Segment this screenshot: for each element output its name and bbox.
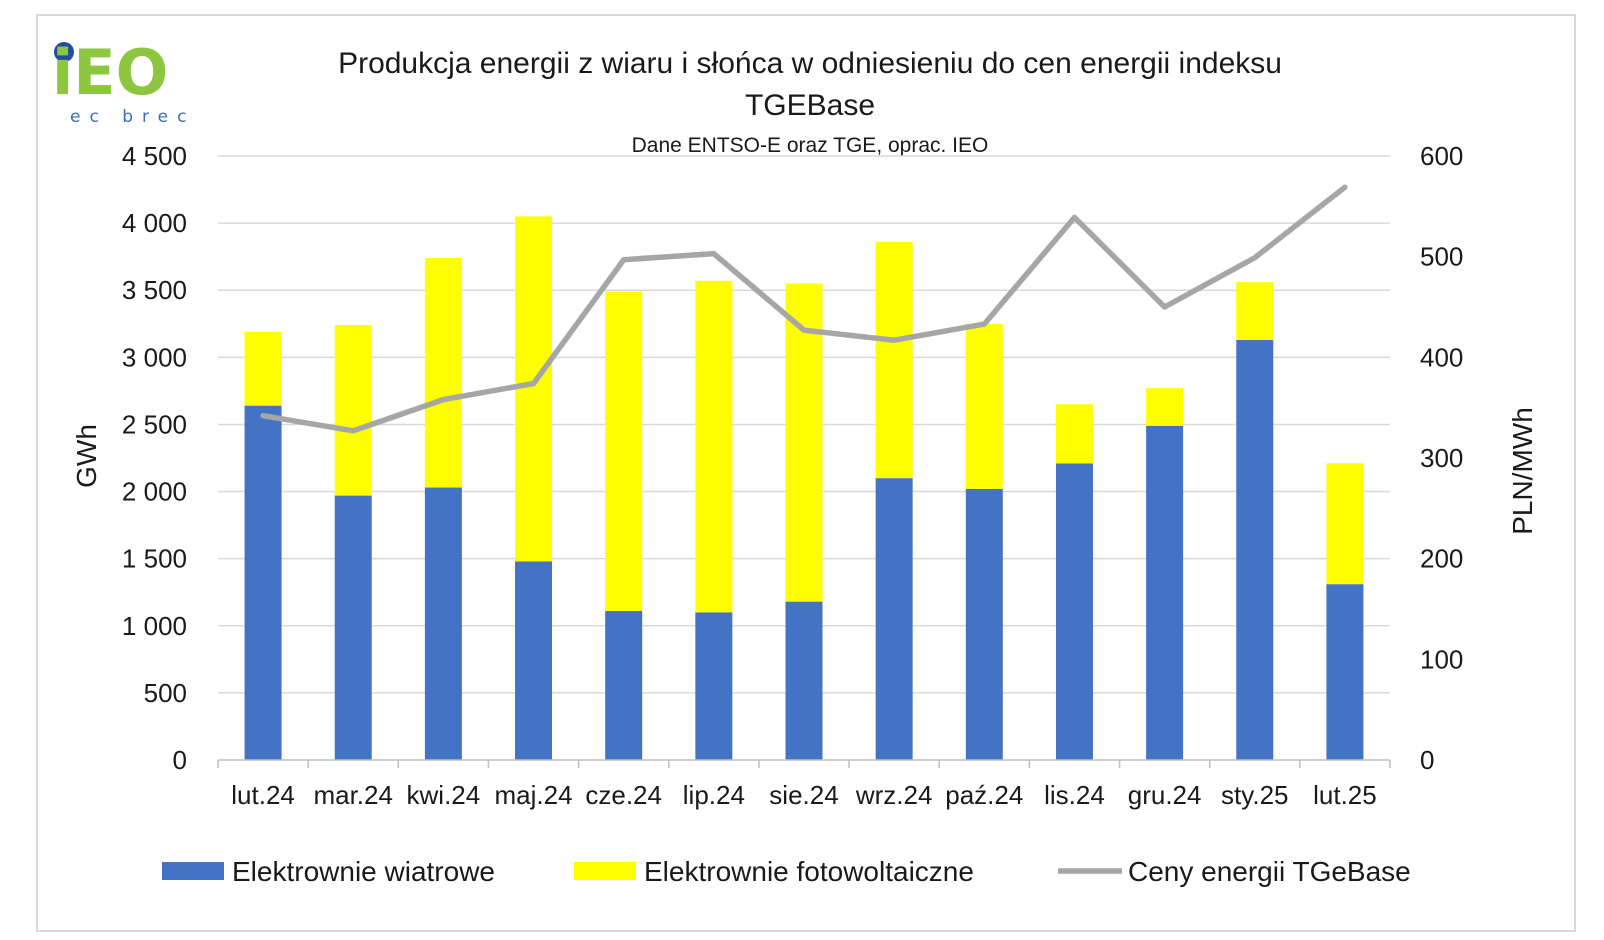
y2-tick-label: 0 xyxy=(1420,745,1434,775)
price-line xyxy=(260,184,1348,434)
y-tick-label: 3 000 xyxy=(122,342,187,372)
x-tick-label: lis.24 xyxy=(1044,780,1105,810)
legend-price-label: Ceny energii TGeBase xyxy=(1128,856,1411,887)
legend: Elektrownie wiatrowe Elektrownie fotowolt… xyxy=(162,856,1411,887)
bar-wind xyxy=(1146,425,1184,760)
bar-solar xyxy=(605,291,643,612)
price-line-group xyxy=(260,184,1348,434)
bar-wind xyxy=(605,611,643,760)
legend-solar-swatch xyxy=(574,862,636,880)
y-tick-label: 0 xyxy=(173,745,187,775)
y-tick-label: 2 000 xyxy=(122,477,187,507)
bar-wind xyxy=(515,561,553,760)
bar-solar xyxy=(334,325,372,496)
legend-wind-swatch xyxy=(162,862,224,880)
bars xyxy=(244,216,1364,760)
y-tick-label: 1 500 xyxy=(122,544,187,574)
y2-tick-label: 200 xyxy=(1420,544,1463,574)
bar-wind xyxy=(334,495,372,760)
y2-tick-label: 100 xyxy=(1420,644,1463,674)
x-tick-label: kwi.24 xyxy=(407,780,481,810)
x-tick-label: gru.24 xyxy=(1128,780,1202,810)
x-tick-label: maj.24 xyxy=(495,780,573,810)
logo-subtext: ec brec xyxy=(70,107,195,127)
bar-solar xyxy=(1055,404,1093,464)
bar-wind xyxy=(1326,584,1364,760)
y-tick-label: 2 500 xyxy=(122,409,187,439)
bar-solar xyxy=(515,216,553,562)
x-tick-label: paź.24 xyxy=(945,780,1023,810)
x-tick-label: lip.24 xyxy=(683,780,745,810)
bar-wind xyxy=(424,487,462,760)
axes: 0 500 1 000 1 500 2 000 2 500 3 000 3 500 4 000 4… xyxy=(122,141,1463,810)
y-tick-label: 500 xyxy=(144,678,187,708)
bar-solar xyxy=(424,258,462,488)
bar-solar xyxy=(695,280,733,613)
x-tick-label: sty.25 xyxy=(1221,780,1288,810)
x-tick-label: lut.24 xyxy=(231,780,295,810)
bar-wind xyxy=(785,601,823,760)
chart-title-line-2: TGEBase xyxy=(745,89,875,122)
y2-tick-label: 400 xyxy=(1420,342,1463,372)
y-axis-title: GWh xyxy=(71,424,102,488)
x-tick-label: cze.24 xyxy=(585,780,662,810)
chart-title-line-1: Produkcja energii z wiaru i słońca w odn… xyxy=(338,47,1282,80)
bar-solar xyxy=(785,283,823,602)
y-tick-label: 4 500 xyxy=(122,141,187,171)
y2-axis-title: PLN/MWh xyxy=(1507,407,1538,535)
bar-wind xyxy=(875,478,913,760)
bar-wind xyxy=(244,405,282,760)
x-tick-label: mar.24 xyxy=(313,780,393,810)
bar-wind xyxy=(1236,339,1274,760)
bar-solar xyxy=(1146,388,1184,426)
bar-wind xyxy=(695,612,733,760)
x-tick-label: sie.24 xyxy=(769,780,838,810)
bar-solar xyxy=(1326,463,1364,585)
y2-tick-label: 500 xyxy=(1420,242,1463,272)
legend-wind-label: Elektrownie wiatrowe xyxy=(232,856,495,887)
y-tick-label: 1 000 xyxy=(122,611,187,641)
chart-subtitle: Dane ENTSO-E oraz TGE, oprac. IEO xyxy=(632,134,989,157)
bar-solar xyxy=(1236,282,1274,340)
bar-solar xyxy=(244,331,282,406)
bar-wind xyxy=(965,488,1003,760)
y-tick-label: 4 000 xyxy=(122,208,187,238)
bar-solar xyxy=(965,323,1003,489)
logo-text: iEO xyxy=(52,36,168,109)
x-tick-label: lut.25 xyxy=(1313,780,1377,810)
y2-tick-label: 600 xyxy=(1420,141,1463,171)
ieo-logo: iEO ec brec xyxy=(52,36,195,127)
y2-tick-label: 300 xyxy=(1420,443,1463,473)
y-tick-label: 3 500 xyxy=(122,275,187,305)
legend-solar-label: Elektrownie fotowoltaiczne xyxy=(644,856,974,887)
logo-dot xyxy=(54,42,74,62)
bar-wind xyxy=(1055,463,1093,760)
bar-solar xyxy=(875,241,913,479)
x-tick-label: wrz.24 xyxy=(855,780,933,810)
